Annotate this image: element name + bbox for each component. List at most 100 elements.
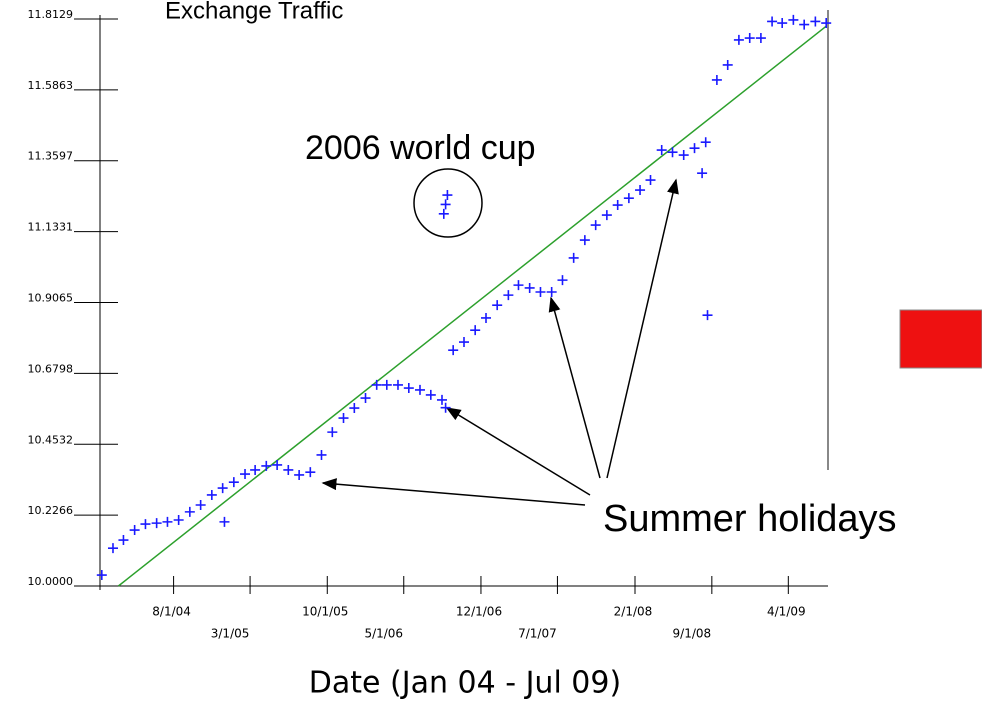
data-point	[777, 18, 788, 29]
data-point	[219, 516, 230, 527]
data-point	[425, 389, 436, 400]
data-point	[195, 499, 206, 510]
data-point	[338, 413, 349, 424]
data-point	[448, 345, 459, 356]
data-point	[755, 33, 766, 44]
data-point	[151, 518, 162, 529]
data-point	[503, 290, 514, 301]
data-point	[283, 464, 294, 475]
x-tick-label: 12/1/06	[456, 605, 502, 619]
data-point	[360, 393, 371, 404]
data-point	[733, 34, 744, 45]
data-point	[327, 427, 338, 438]
data-point	[788, 14, 799, 25]
red-box	[899, 309, 982, 369]
data-point	[294, 469, 305, 480]
data-point	[440, 199, 451, 210]
data-point	[240, 469, 251, 480]
data-point	[821, 18, 832, 29]
data-point	[403, 383, 414, 394]
highlight-circle	[413, 168, 483, 238]
x-tick-label: 9/1/08	[673, 627, 712, 641]
annotation: Summer holidays	[603, 498, 897, 540]
data-point	[678, 150, 689, 161]
data-point	[470, 325, 481, 336]
y-tick-label: 10.0000	[28, 575, 74, 588]
x-tick-label: 4/1/09	[767, 605, 806, 619]
data-point	[442, 190, 453, 201]
data-point	[612, 200, 623, 211]
x-axis-label: Date (Jan 04 - Jul 09)	[309, 666, 621, 701]
y-tick-label: 10.9065	[28, 291, 74, 304]
data-point	[524, 282, 535, 293]
data-point	[217, 483, 228, 494]
y-tick-label: 10.2266	[28, 504, 74, 517]
data-point	[722, 59, 733, 70]
data-point	[492, 300, 503, 311]
data-point	[162, 516, 173, 527]
data-point	[568, 252, 579, 263]
data-point	[656, 145, 667, 156]
data-point	[557, 275, 568, 286]
data-point	[118, 535, 129, 546]
y-tick-label: 11.1331	[28, 221, 74, 234]
data-point	[107, 543, 118, 554]
x-tick-label: 7/1/07	[518, 627, 557, 641]
arrow	[321, 478, 586, 506]
annotation: 2006 world cup	[305, 129, 536, 167]
data-point	[459, 337, 469, 348]
trend-line	[117, 25, 827, 587]
y-tick-label: 11.3597	[28, 150, 74, 163]
data-point	[414, 384, 425, 395]
x-tick-label: 3/1/05	[211, 627, 250, 641]
data-point	[206, 489, 217, 500]
data-point	[700, 137, 711, 148]
data-point	[392, 379, 403, 390]
data-point	[173, 515, 184, 526]
x-tick-label: 5/1/06	[364, 627, 403, 641]
data-point	[140, 519, 151, 530]
data-point	[546, 287, 557, 298]
data-point	[316, 449, 327, 460]
x-tick-label: 2/1/08	[614, 605, 653, 619]
data-point	[697, 168, 708, 179]
data-point	[799, 19, 810, 30]
y-tick-label: 11.5863	[28, 79, 74, 92]
y-tick-label: 11.8129	[28, 8, 74, 21]
y-tick-label: 10.4532	[28, 433, 74, 446]
data-point	[702, 310, 713, 321]
data-point	[381, 379, 392, 390]
y-tick-label: 10.6798	[28, 362, 74, 375]
data-point	[371, 379, 382, 390]
data-point	[810, 16, 821, 27]
data-point	[184, 506, 195, 517]
data-point	[767, 16, 778, 27]
arrow	[606, 178, 679, 479]
data-point	[228, 477, 239, 488]
data-point	[635, 185, 646, 196]
data-point	[436, 394, 447, 405]
arrow	[445, 407, 591, 496]
data-point	[272, 459, 283, 470]
data-point	[261, 460, 272, 471]
x-tick-label: 8/1/04	[152, 605, 191, 619]
data-point	[590, 220, 601, 231]
data-point	[250, 464, 261, 475]
data-point	[579, 235, 590, 246]
data-point	[129, 525, 140, 536]
data-point	[481, 312, 492, 323]
data-point	[513, 280, 524, 291]
data-point	[689, 143, 700, 154]
data-point	[744, 33, 755, 44]
x-tick-label: 10/1/05	[302, 605, 348, 619]
data-point	[349, 403, 360, 414]
chart-title: Exchange Traffic	[165, 0, 343, 24]
data-point	[623, 193, 634, 204]
data-point	[305, 467, 316, 478]
data-point	[667, 147, 678, 158]
data-point	[711, 74, 722, 85]
data-point	[645, 175, 656, 186]
data-point	[96, 570, 107, 581]
